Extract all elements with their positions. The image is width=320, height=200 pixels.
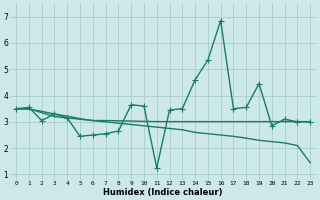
X-axis label: Humidex (Indice chaleur): Humidex (Indice chaleur) <box>103 188 223 197</box>
